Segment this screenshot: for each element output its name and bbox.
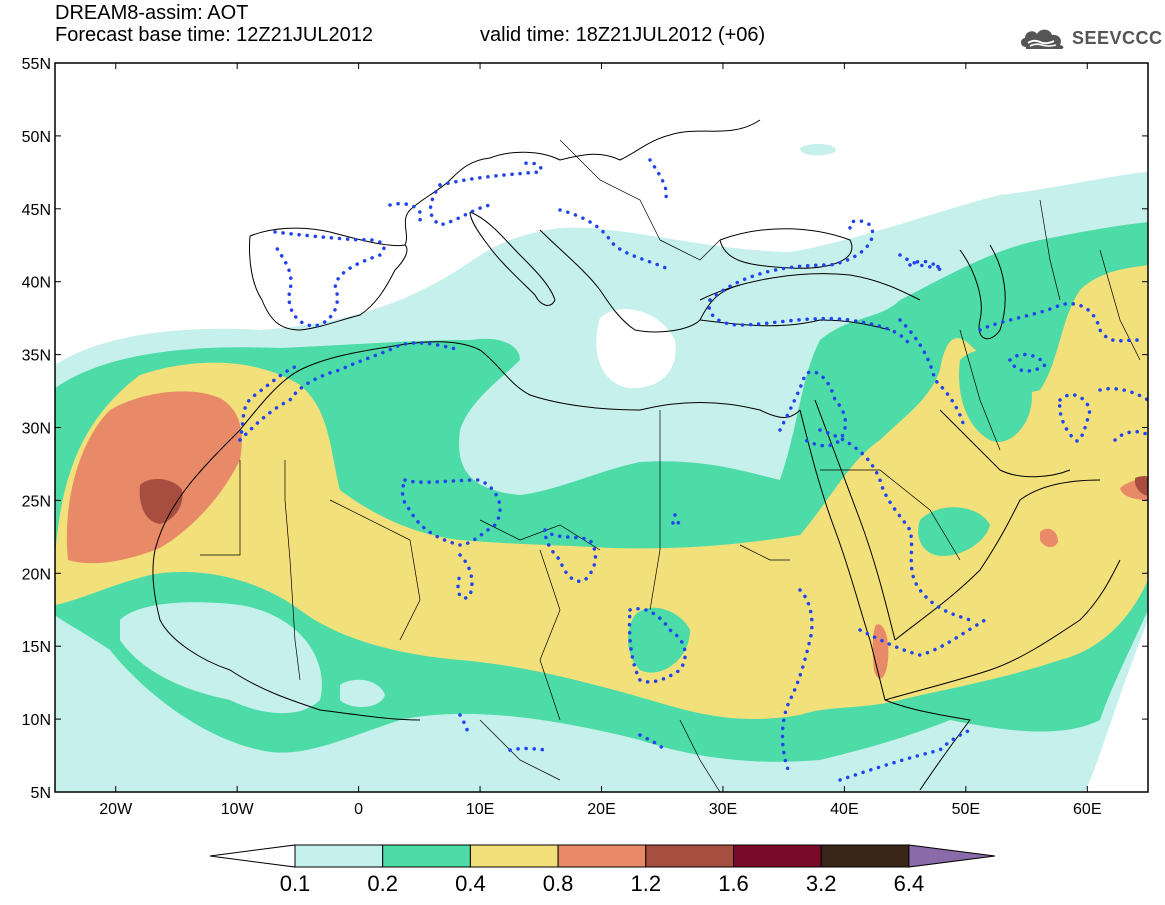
lon-label: 30E <box>709 801 737 818</box>
map-title: DREAM8-assim: AOT <box>55 2 249 24</box>
colorbar-label: 6.4 <box>894 871 925 896</box>
aot-colorbar: 0.1 0.2 0.4 0.8 1.2 1.6 3.2 6.4 <box>209 844 996 896</box>
lat-label: 40N <box>22 275 51 292</box>
lat-label: 15N <box>22 639 51 656</box>
forecast-base-label: Forecast base time: 12Z21JUL2012 <box>55 24 373 46</box>
colorbar-label: 1.2 <box>631 871 662 896</box>
colorbar-swatch <box>557 844 647 868</box>
colorbar-label: 0.4 <box>455 871 486 896</box>
colorbar-label: 1.6 <box>718 871 749 896</box>
colorbar-min-arrow <box>209 844 296 868</box>
colorbar-label: 0.2 <box>367 871 398 896</box>
colorbar-swatch <box>294 844 384 868</box>
lat-label: 20N <box>22 566 51 583</box>
forecast-base-time: Forecast base time: 12Z21JUL2012 valid ti… <box>55 24 765 46</box>
lat-label: 45N <box>22 202 51 219</box>
lon-label: 20W <box>99 801 133 818</box>
logo-text: SEEVCCC <box>1072 27 1163 48</box>
lat-label: 50N <box>22 129 51 146</box>
lon-label: 10E <box>466 801 494 818</box>
colorbar-swatch <box>733 844 822 868</box>
lon-label: 0 <box>354 801 363 818</box>
longitude-axis: 20W 10W 0 10E 20E 30E 40E 50E 60E <box>99 63 1102 818</box>
colorbar-label: 0.8 <box>543 871 574 896</box>
valid-time-label: valid time: 18Z21JUL2012 (+06) <box>480 24 766 46</box>
colorbar-swatch <box>382 844 471 868</box>
colorbar-label: 0.1 <box>280 871 311 896</box>
aot-field <box>55 63 1148 792</box>
lat-label: 5N <box>31 785 51 802</box>
cloud-icon <box>1020 29 1064 49</box>
colorbar-max-arrow <box>908 844 996 868</box>
lat-label: 30N <box>22 421 51 438</box>
aot-region-0.8 <box>66 391 242 564</box>
lat-label: 10N <box>22 712 51 729</box>
colorbar-label: 3.2 <box>806 871 837 896</box>
lat-label: 25N <box>22 493 51 510</box>
country-borders <box>200 139 1141 792</box>
lon-label: 50E <box>952 801 980 818</box>
lon-label: 40E <box>830 801 858 818</box>
colorbar-swatch <box>645 844 734 868</box>
seevccc-logo: SEEVCCC <box>1018 24 1163 52</box>
lon-label: 10W <box>221 801 255 818</box>
lon-label: 20E <box>587 801 615 818</box>
colorbar-swatch <box>469 844 559 868</box>
aot-region-1.2 <box>139 478 183 524</box>
dust-surface-contours <box>238 158 1148 782</box>
lat-label: 55N <box>22 56 51 73</box>
lat-label: 35N <box>22 348 51 365</box>
lon-label: 60E <box>1073 801 1101 818</box>
coastlines <box>152 119 1121 791</box>
aot-region-0.4 <box>55 265 1148 720</box>
colorbar-swatch <box>820 844 910 868</box>
latitude-axis: 55N 50N 45N 40N 35N 30N 25N 20N 15N 10N 5N <box>22 56 1148 802</box>
